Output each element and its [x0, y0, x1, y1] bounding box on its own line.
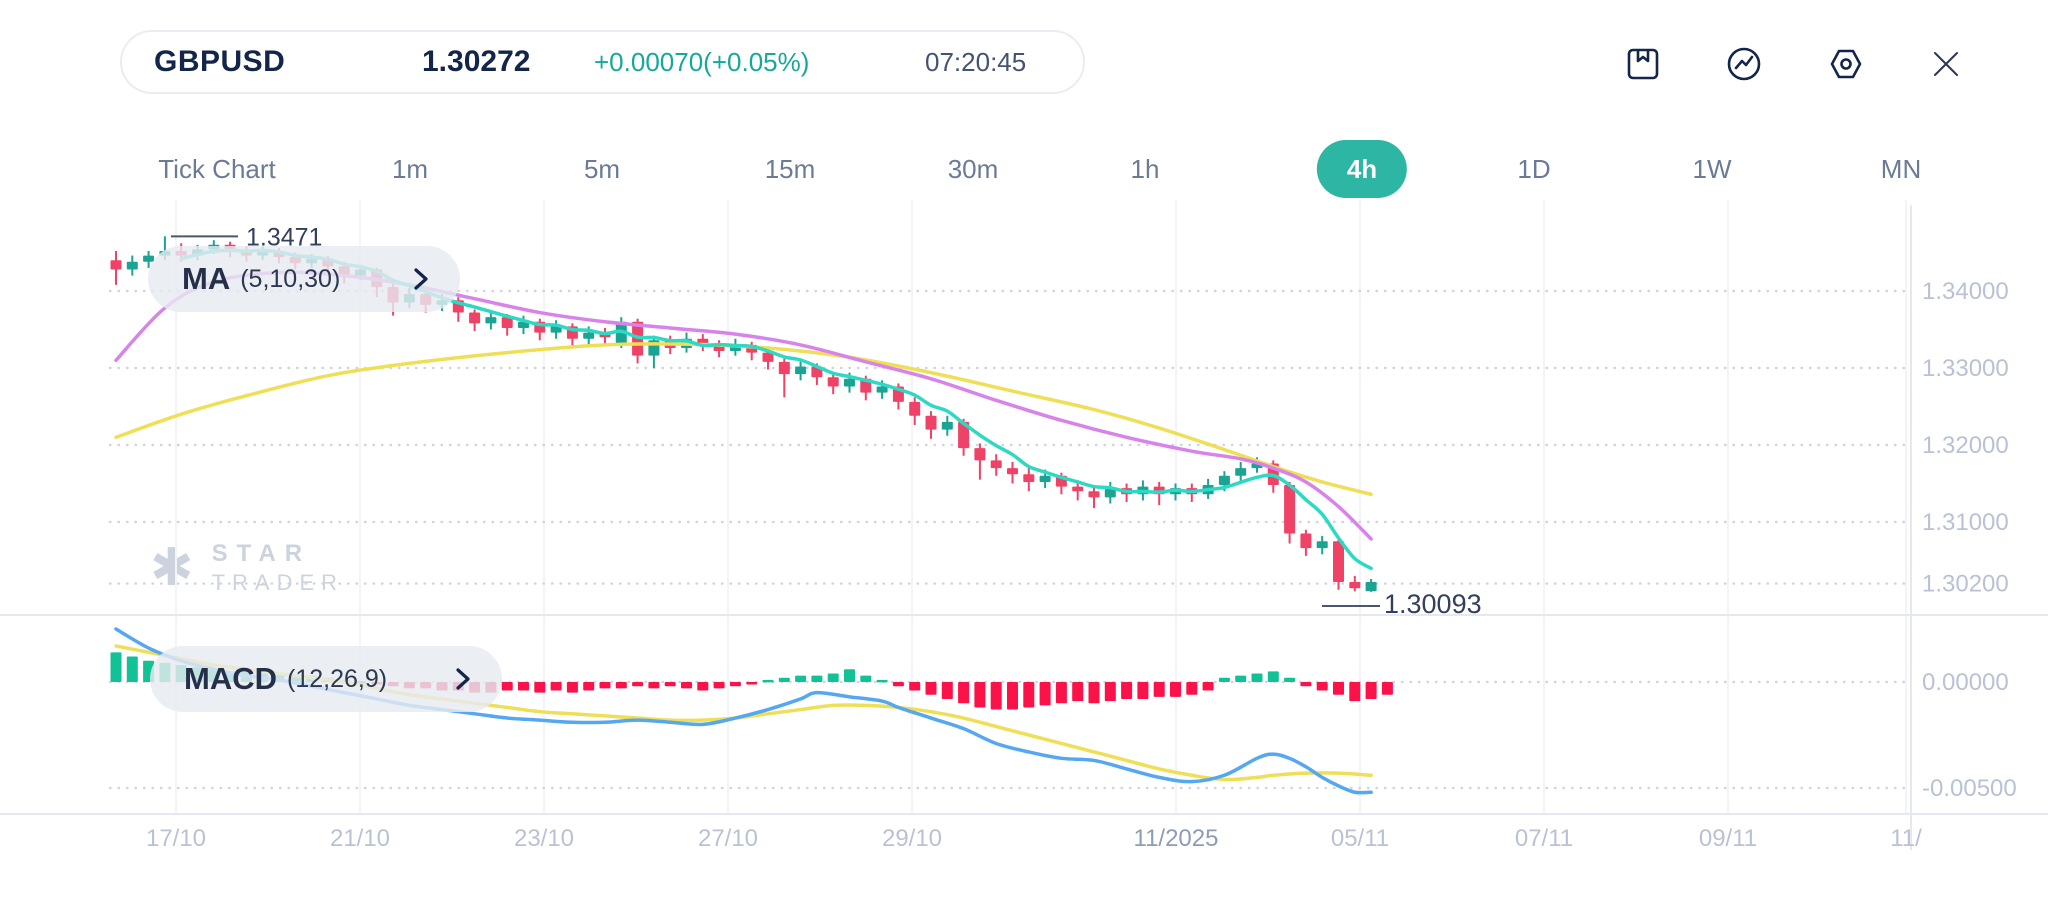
- low-price-marker: 1.30093: [1384, 589, 1482, 619]
- macd-indicator-name: MACD: [184, 661, 277, 696]
- svg-text:1.30200: 1.30200: [1922, 571, 2009, 598]
- price-axis-labels: 1.34000 1.33000 1.32000 1.31000 1.30200 0.000…: [1922, 278, 2017, 802]
- chevron-right-icon[interactable]: [452, 664, 474, 694]
- price-change: +0.00070(+0.05%): [594, 47, 810, 77]
- star-logo-icon: ✱: [150, 539, 194, 597]
- watermark-line1: STAR: [211, 540, 312, 567]
- symbol-name: GBPUSD: [154, 45, 286, 78]
- watermark-logo: ✱ STAR TRADER: [150, 540, 344, 596]
- symbol-info-bar: GBPUSD 1.30272 +0.00070(+0.05%) 07:20:45: [120, 30, 1085, 94]
- svg-text:0.00000: 0.00000: [1922, 669, 2009, 696]
- bookmark-icon[interactable]: [1624, 45, 1662, 83]
- svg-text:17/10: 17/10: [146, 825, 206, 852]
- tab-mn[interactable]: MN: [1880, 154, 1922, 184]
- tab-5m[interactable]: 5m: [583, 154, 621, 184]
- date-axis-labels: 17/10 21/10 23/10 27/10 29/10 11/2025 05/11 07/…: [146, 825, 1922, 852]
- tab-1m[interactable]: 1m: [391, 154, 429, 184]
- svg-text:1.33000: 1.33000: [1922, 355, 2009, 382]
- svg-text:11/: 11/: [1890, 825, 1922, 852]
- chevron-right-icon[interactable]: [410, 264, 432, 294]
- watermark-line2: TRADER: [211, 570, 345, 595]
- macd-indicator-pill[interactable]: MACD (12,26,9): [150, 646, 502, 712]
- ma-indicator-name: MA: [182, 261, 231, 296]
- tab-15m[interactable]: 15m: [764, 154, 816, 184]
- svg-text:09/11: 09/11: [1699, 825, 1757, 852]
- settings-icon[interactable]: [1826, 44, 1866, 84]
- ma-indicator-params: (5,10,30): [240, 264, 341, 293]
- macd-indicator-params: (12,26,9): [287, 664, 388, 693]
- svg-text:27/10: 27/10: [698, 825, 758, 852]
- ma-indicator-pill[interactable]: MA (5,10,30): [148, 246, 460, 312]
- tab-tick-chart[interactable]: Tick Chart: [158, 154, 276, 184]
- tab-1w[interactable]: 1W: [1692, 154, 1732, 184]
- ma10-line: [114, 270, 1373, 541]
- svg-text:23/10: 23/10: [514, 825, 574, 852]
- tab-1h[interactable]: 1h: [1130, 154, 1160, 184]
- close-icon[interactable]: [1928, 46, 1964, 82]
- svg-text:1.31000: 1.31000: [1922, 509, 2009, 536]
- svg-text:11/2025: 11/2025: [1134, 825, 1219, 852]
- timeframe-tabs: Tick Chart 1m 5m 15m 30m 1h 4h 1D 1W MN: [0, 140, 2048, 200]
- server-time: 07:20:45: [925, 47, 1027, 77]
- ma30-line: [114, 342, 1373, 497]
- svg-text:29/10: 29/10: [882, 825, 942, 852]
- svg-text:07/11: 07/11: [1515, 825, 1573, 852]
- svg-text:-0.00500: -0.00500: [1922, 775, 2017, 802]
- tab-30m[interactable]: 30m: [947, 154, 999, 184]
- svg-text:21/10: 21/10: [330, 825, 390, 852]
- indicator-icon[interactable]: [1724, 44, 1764, 84]
- current-price: 1.30272: [422, 45, 531, 78]
- svg-text:1.34000: 1.34000: [1922, 278, 2009, 305]
- svg-text:1.32000: 1.32000: [1922, 432, 2009, 459]
- tab-1d[interactable]: 1D: [1517, 154, 1551, 184]
- svg-text:05/11: 05/11: [1331, 825, 1389, 852]
- tab-4h[interactable]: 4h: [1316, 140, 1408, 198]
